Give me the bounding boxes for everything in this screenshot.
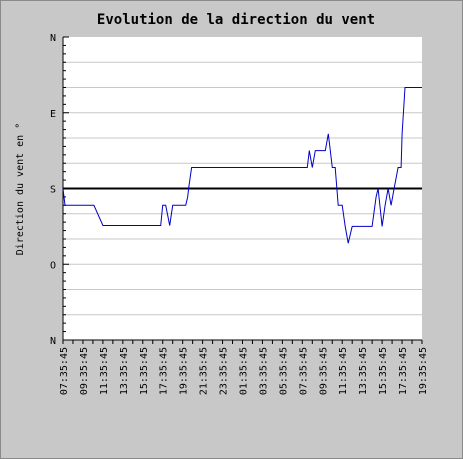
x-tick-label: 21:35:45 [199, 347, 210, 395]
y-axis-label: Direction du vent en ° [15, 123, 26, 255]
series-line [62, 87, 422, 244]
x-tick-label: 17:35:45 [398, 347, 409, 395]
x-tick-label: 11:35:45 [338, 347, 349, 395]
x-tick-label: 05:35:45 [278, 347, 289, 395]
x-tick-label: 23:35:45 [219, 347, 230, 395]
x-tick-label: 01:35:45 [239, 347, 250, 395]
x-tick-label: 07:35:45 [298, 347, 309, 395]
x-tick-label: 13:35:45 [119, 347, 130, 395]
x-tick-label: 19:35:45 [179, 347, 190, 395]
y-tick-label: E [50, 109, 56, 120]
chart-title: Evolution de la direction du vent [97, 12, 375, 28]
x-tick-label: 07:35:45 [59, 347, 70, 395]
y-tick-label: N [50, 336, 56, 347]
x-tick-label: 13:35:45 [358, 347, 369, 395]
x-tick-label: 11:35:45 [99, 347, 110, 395]
x-tick-label: 15:35:45 [378, 347, 389, 395]
x-tick-label: 15:35:45 [139, 347, 150, 395]
y-tick-label: S [50, 185, 56, 196]
y-tick-label: O [50, 260, 56, 271]
y-tick-label: N [50, 33, 56, 44]
x-tick-label: 03:35:45 [258, 347, 269, 395]
grid-lines [63, 61, 422, 316]
x-tick-label: 19:35:45 [418, 347, 429, 395]
x-axis: 07:35:45 09:35:45 11:35:45 13:35:45 15:35:45… [59, 339, 429, 395]
x-tick-label: 17:35:45 [159, 347, 170, 395]
x-tick-label: 09:35:45 [79, 347, 90, 395]
x-tick-label: 09:35:45 [318, 347, 329, 395]
